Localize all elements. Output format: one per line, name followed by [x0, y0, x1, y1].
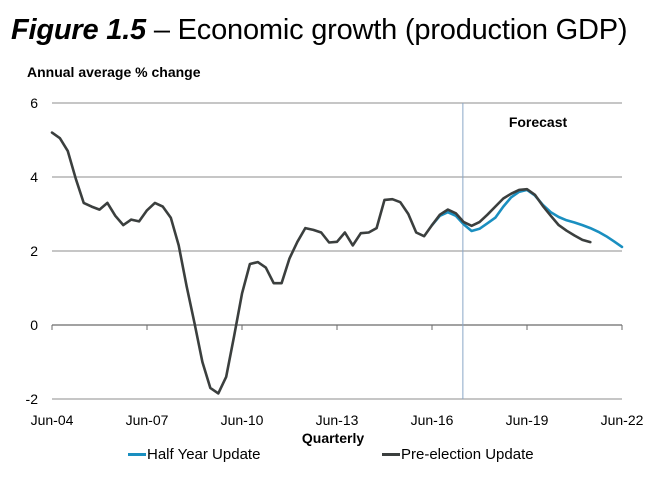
y-tick-label: 0 — [30, 317, 38, 333]
gridlines — [52, 102, 622, 400]
y-tick-label: 4 — [30, 169, 38, 185]
x-tick-label: Jun-16 — [411, 412, 454, 428]
y-axis-title: Annual average % change — [27, 64, 201, 80]
legend-item-pre-election-update: Pre-election Update — [382, 446, 534, 463]
y-tick-label: 6 — [30, 95, 38, 111]
legend-label: Pre-election Update — [401, 446, 534, 463]
forecast-annotation: Forecast — [509, 114, 568, 130]
x-tick-label: Jun-10 — [221, 412, 264, 428]
x-tick-labels: Jun-04 Jun-07 Jun-10 Jun-13 Jun-16 Jun-19 Jun-… — [31, 412, 644, 428]
figure-label: Figure 1.5 — [11, 14, 146, 46]
y-tick-labels: 6 4 2 0 -2 — [26, 95, 39, 407]
series-line-pre-election-update — [50, 131, 592, 395]
figure-title-text: – Economic growth (production GDP) — [146, 14, 628, 46]
chart-title: Figure 1.5 – Economic growth (production… — [11, 14, 628, 47]
legend-swatch-half-year — [128, 453, 146, 456]
series-lines — [50, 131, 624, 395]
legend-item-half-year-update: Half Year Update — [128, 446, 260, 463]
legend-swatch-pre-election — [382, 453, 400, 456]
x-tick-label: Jun-07 — [126, 412, 169, 428]
legend-label: Half Year Update — [147, 446, 261, 463]
x-tick-label: Jun-04 — [31, 412, 74, 428]
x-axis — [51, 324, 623, 330]
y-tick-label: 2 — [30, 243, 38, 259]
x-axis-title: Quarterly — [302, 430, 364, 446]
x-tick-label: Jun-13 — [316, 412, 359, 428]
x-tick-label: Jun-19 — [506, 412, 549, 428]
y-tick-label: -2 — [26, 391, 39, 407]
x-tick-label: Jun-22 — [601, 412, 644, 428]
